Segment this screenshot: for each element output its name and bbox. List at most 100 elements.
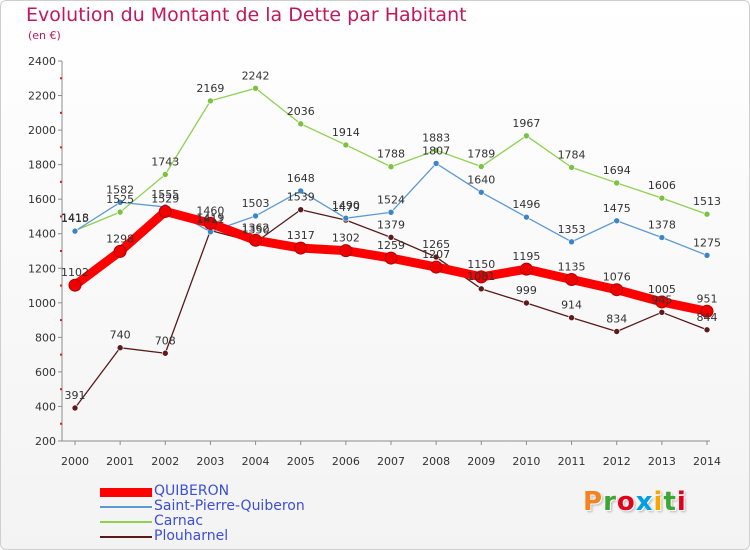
legend-item-quiberon: QUIBERON (100, 483, 400, 499)
y-minor-tick (60, 215, 62, 218)
logo-letter: r (603, 487, 617, 517)
y-minor-tick (60, 388, 62, 391)
data-label-quiberon: 1317 (287, 229, 315, 242)
data-point-quiberon (68, 278, 82, 292)
chart-title: Evolution du Montant de la Dette par Hab… (26, 4, 467, 26)
y-minor-tick (60, 77, 62, 80)
legend-item-plouharnel: Plouharnel (100, 528, 400, 544)
proxiti-logo: Proxiti (583, 487, 687, 517)
y-tick-label: 1400 (28, 228, 56, 241)
data-point-carnac (703, 210, 711, 218)
data-label-plouharnel: 945 (651, 293, 672, 306)
data-point-quiberon (113, 244, 127, 258)
data-point-quiberon (700, 304, 714, 318)
data-point-carnac (116, 208, 124, 216)
x-tick-label: 2004 (242, 455, 270, 468)
y-tick-label: 2200 (28, 90, 56, 103)
x-tick-label: 2012 (603, 455, 631, 468)
x-tick-label: 2001 (106, 455, 134, 468)
y-tick-label: 1600 (28, 193, 56, 206)
data-label-carnac: 2169 (196, 82, 224, 95)
data-label-quiberon: 1195 (512, 250, 540, 263)
data-point-quiberon (519, 262, 533, 276)
y-tick-label: 1200 (28, 262, 56, 275)
data-label-plouharnel: 391 (65, 389, 86, 402)
data-point-carnac (387, 163, 395, 171)
data-label-saint-pierre-quiberon: 1503 (242, 197, 270, 210)
data-label-quiberon: 1207 (422, 248, 450, 261)
data-label-quiberon: 1259 (377, 239, 405, 252)
legend-swatch-plouharnel (100, 536, 152, 538)
data-point-saint-pierre-quiberon (703, 252, 711, 259)
data-point-carnac (252, 84, 259, 92)
data-label-quiberon: 1302 (332, 232, 360, 245)
y-minor-tick (60, 180, 62, 183)
data-point-quiberon (429, 260, 443, 274)
data-label-plouharnel: 1265 (422, 238, 450, 251)
data-label-quiberon: 1005 (648, 283, 676, 296)
logo-letter: x (635, 487, 654, 517)
data-point-plouharnel (613, 328, 621, 335)
data-point-plouharnel (703, 326, 711, 334)
data-point-saint-pierre-quiberon (297, 187, 305, 195)
data-label-carnac: 2036 (287, 105, 315, 118)
data-point-saint-pierre-quiberon (568, 238, 575, 246)
data-point-saint-pierre-quiberon (523, 213, 530, 221)
data-point-carnac (523, 132, 530, 140)
data-label-carnac: 1513 (693, 195, 721, 208)
data-label-saint-pierre-quiberon: 1378 (648, 219, 676, 232)
x-tick-label: 2009 (467, 455, 495, 468)
x-tick-label: 2014 (693, 455, 721, 468)
x-tick-label: 2003 (196, 455, 224, 468)
y-minor-tick (60, 250, 62, 252)
data-label-carnac: 2242 (242, 69, 270, 82)
data-point-quiberon (249, 233, 263, 247)
data-label-saint-pierre-quiberon: 1524 (377, 193, 405, 206)
data-label-plouharnel: 999 (516, 284, 537, 297)
data-label-carnac: 1883 (422, 131, 450, 144)
legend-item-saint-pierre-quiberon: Saint-Pierre-Quiberon (100, 498, 400, 514)
data-label-plouharnel: 1479 (332, 201, 360, 214)
data-label-carnac: 1525 (106, 193, 134, 206)
data-label-plouharnel: 1350 (242, 223, 270, 236)
data-label-saint-pierre-quiberon: 1648 (287, 172, 315, 185)
logo-letter: o (616, 487, 636, 517)
data-label-saint-pierre-quiberon: 1555 (151, 188, 179, 201)
y-tick-label: 2400 (28, 55, 56, 68)
x-tick-label: 2006 (332, 455, 360, 468)
data-point-quiberon (339, 244, 353, 258)
data-label-quiberon: 1529 (151, 192, 179, 205)
y-tick-label: 1000 (28, 297, 56, 310)
data-point-quiberon (384, 251, 398, 265)
data-label-quiberon: 1298 (106, 232, 134, 245)
data-point-saint-pierre-quiberon (71, 227, 79, 235)
legend-item-carnac: Carnac (100, 513, 400, 529)
data-point-carnac (207, 97, 214, 105)
y-tick-label: 400 (35, 400, 56, 413)
logo-letter: t (663, 487, 677, 517)
data-point-plouharnel (568, 314, 575, 321)
data-label-carnac: 1694 (603, 164, 631, 177)
data-label-quiberon: 1460 (196, 204, 224, 217)
x-tick-label: 2005 (287, 455, 315, 468)
data-label-quiberon: 1076 (603, 271, 631, 284)
data-label-saint-pierre-quiberon: 1353 (558, 223, 586, 236)
y-minor-tick (60, 284, 62, 287)
data-point-carnac (297, 120, 305, 128)
data-point-quiberon (610, 283, 624, 297)
data-label-saint-pierre-quiberon: 1582 (106, 183, 134, 196)
data-label-saint-pierre-quiberon: 1475 (603, 202, 631, 215)
x-tick-label: 2013 (648, 455, 676, 468)
data-label-plouharnel: 1539 (287, 191, 315, 204)
data-label-quiberon: 1362 (242, 221, 270, 234)
legend-label: QUIBERON (154, 483, 230, 499)
data-point-quiberon (655, 295, 669, 309)
data-label-saint-pierre-quiberon: 1640 (467, 173, 495, 186)
data-label-carnac: 1788 (377, 148, 405, 161)
data-point-plouharnel (297, 206, 305, 214)
data-label-carnac: 1789 (467, 148, 495, 161)
data-point-saint-pierre-quiberon (658, 234, 666, 241)
data-point-plouharnel (477, 285, 485, 293)
data-label-saint-pierre-quiberon: 1411 (196, 213, 224, 226)
